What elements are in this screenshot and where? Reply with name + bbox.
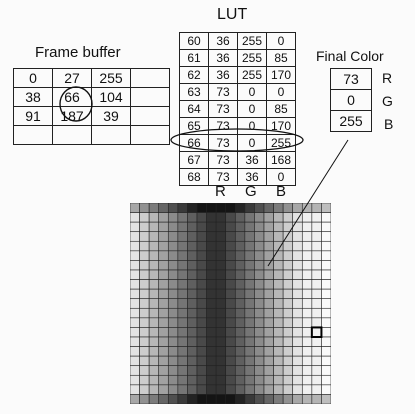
lut-column-label-b: B: [276, 183, 287, 200]
lut-b-cell: 0: [266, 168, 296, 186]
lut-r-cell: 73: [208, 151, 238, 169]
lut-index-cell: 60: [179, 32, 209, 50]
frame-buffer-row: 91 187 39: [13, 106, 170, 126]
lut-b-cell: 85: [266, 100, 296, 118]
final-color-label-b: B: [384, 116, 394, 132]
frame-buffer-cell: 187: [52, 106, 92, 126]
lut-index-cell: 68: [179, 168, 209, 186]
frame-buffer-highlight-circle: [59, 86, 93, 122]
lut-b-cell: 168: [266, 151, 296, 169]
lut-g-cell: 255: [237, 49, 267, 67]
final-color-row: 255: [330, 110, 372, 132]
lut-column-label-g: G: [245, 183, 257, 200]
lut-row-highlight-ellipse: [170, 128, 304, 152]
lut-b-cell: 85: [266, 49, 296, 67]
frame-buffer-table: 0 27 255 38 66 104 91 187 39: [13, 68, 170, 145]
lut-b-cell: 170: [266, 66, 296, 84]
lut-row: 62 36 255 170: [179, 66, 296, 84]
final-color-label-g: G: [382, 93, 393, 109]
lut-row: 64 73 0 85: [179, 100, 296, 118]
frame-buffer-cell: [130, 125, 170, 145]
lut-column-label-r: R: [215, 183, 226, 200]
final-color-label-r: R: [382, 70, 393, 86]
lut-row: 61 36 255 85: [179, 49, 296, 67]
lut-index-cell: 63: [179, 83, 209, 101]
frame-buffer-row: [13, 125, 170, 145]
frame-buffer-cell: 27: [52, 68, 92, 88]
grayscale-image-grid: [130, 203, 331, 404]
lut-g-cell: 36: [237, 168, 267, 186]
lut-title: LUT: [217, 6, 248, 23]
lut-b-cell: 0: [266, 32, 296, 50]
lut-row: 65 73 0 170: [179, 117, 296, 135]
frame-buffer-title: Frame buffer: [35, 44, 121, 61]
frame-buffer-cell: 91: [13, 106, 53, 126]
lut-row: 68 73 36 0: [179, 168, 296, 186]
frame-buffer-row: 38 66 104: [13, 87, 170, 107]
lut-row: 67 73 36 168: [179, 151, 296, 169]
final-color-title: Final Color: [316, 48, 384, 64]
lut-g-cell: 255: [237, 66, 267, 84]
final-color-table: 73 0 255: [330, 68, 372, 132]
lut-table: 60 36 255 0 61 36 255 85 62 36 255 170 6…: [179, 32, 296, 186]
final-color-pointer-line: [267, 139, 349, 267]
lut-r-cell: 36: [208, 49, 238, 67]
final-color-b-value: 255: [330, 110, 372, 132]
highlighted-pixel-cell: [310, 326, 323, 338]
